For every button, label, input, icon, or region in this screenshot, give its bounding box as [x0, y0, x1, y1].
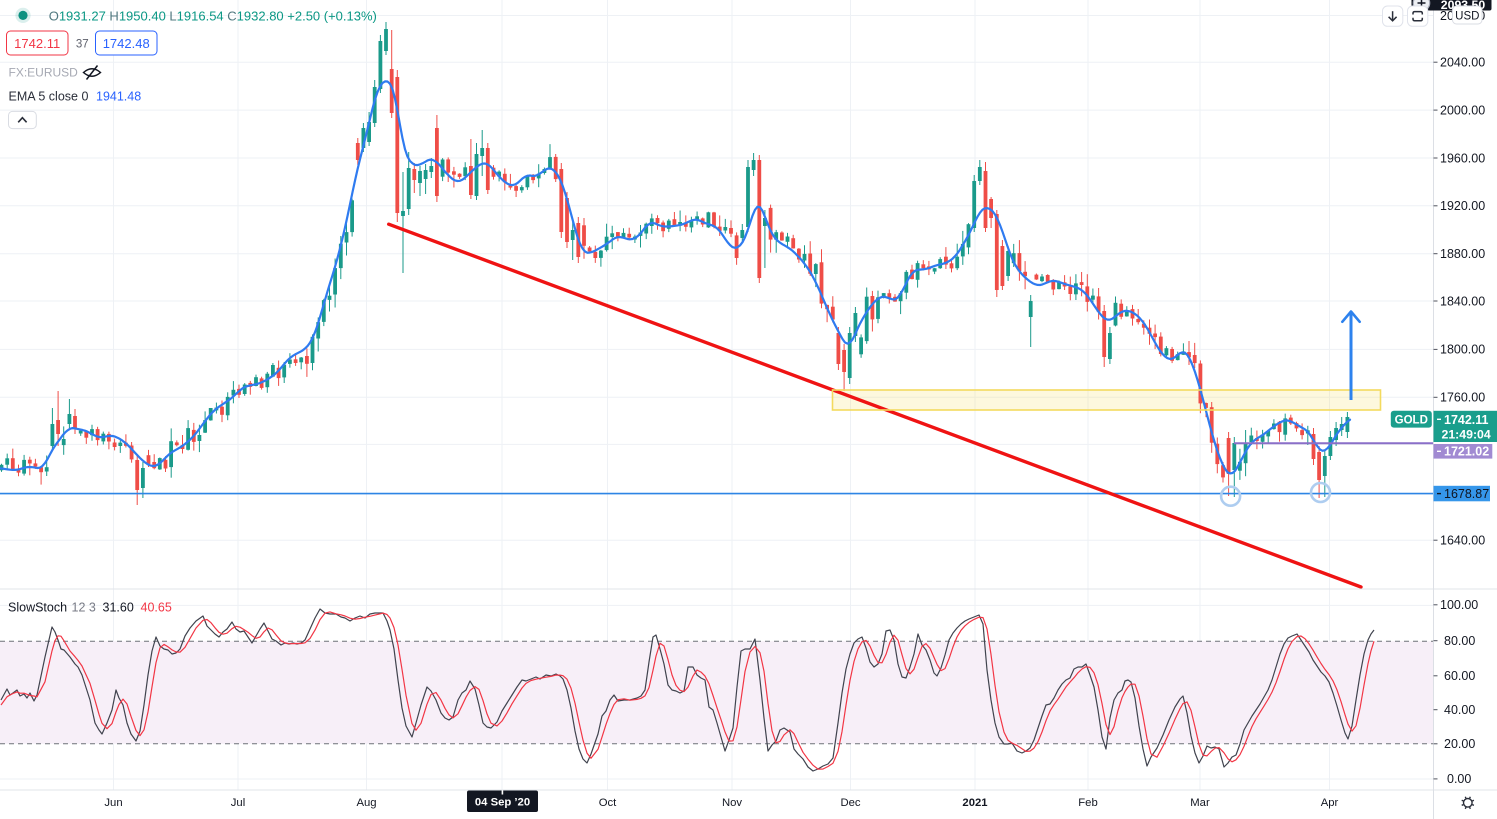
svg-text:1920.00: 1920.00 — [1440, 199, 1485, 213]
svg-text:1880.00: 1880.00 — [1440, 247, 1485, 261]
svg-text:FX:EURUSD: FX:EURUSD — [9, 66, 79, 80]
svg-text:80.00: 80.00 — [1444, 634, 1475, 648]
svg-text:1721.02: 1721.02 — [1444, 445, 1489, 459]
svg-text:2021: 2021 — [962, 797, 987, 809]
svg-text:12 3: 12 3 — [72, 600, 96, 614]
svg-text:1941.48: 1941.48 — [96, 90, 141, 104]
svg-text:1760.00: 1760.00 — [1440, 391, 1485, 405]
svg-text:1840.00: 1840.00 — [1440, 294, 1485, 308]
svg-text:Mar: Mar — [1190, 797, 1210, 809]
svg-text:0.00: 0.00 — [1447, 772, 1471, 786]
svg-text:Apr: Apr — [1321, 797, 1339, 809]
svg-text:1742.48: 1742.48 — [103, 36, 150, 51]
svg-text:40.65: 40.65 — [141, 600, 172, 614]
svg-text:31.60: 31.60 — [103, 600, 134, 614]
svg-text:1742.11: 1742.11 — [1444, 413, 1489, 427]
svg-text:EMA 5 close 0: EMA 5 close 0 — [9, 90, 89, 104]
svg-text:37: 37 — [76, 39, 89, 51]
svg-text:Nov: Nov — [722, 797, 742, 809]
svg-text:USD: USD — [1455, 10, 1479, 22]
svg-text:20.00: 20.00 — [1444, 737, 1475, 751]
svg-text:1640.00: 1640.00 — [1440, 534, 1485, 548]
svg-text:Jun: Jun — [104, 797, 122, 809]
svg-text:1800.00: 1800.00 — [1440, 343, 1485, 357]
svg-text:100.00: 100.00 — [1440, 598, 1478, 612]
svg-text:O1931.27 H1950.40 L1916.54 C19: O1931.27 H1950.40 L1916.54 C1932.80 +2.5… — [49, 8, 377, 23]
svg-text:40.00: 40.00 — [1444, 703, 1475, 717]
svg-text:2000.00: 2000.00 — [1440, 103, 1485, 117]
svg-text:21:49:04: 21:49:04 — [1442, 427, 1491, 441]
svg-text:1678.87: 1678.87 — [1444, 487, 1489, 501]
svg-text:04 Sep ’20: 04 Sep ’20 — [475, 797, 530, 809]
svg-text:Aug: Aug — [356, 797, 376, 809]
svg-text:Dec: Dec — [840, 797, 860, 809]
svg-text:2040.00: 2040.00 — [1440, 56, 1485, 70]
svg-text:Feb: Feb — [1078, 797, 1097, 809]
svg-text:Jul: Jul — [231, 797, 245, 809]
svg-text:SlowStoch: SlowStoch — [8, 600, 67, 614]
svg-text:1960.00: 1960.00 — [1440, 151, 1485, 165]
svg-text:GOLD: GOLD — [1395, 415, 1428, 427]
svg-text:Oct: Oct — [599, 797, 617, 809]
svg-text:60.00: 60.00 — [1444, 669, 1475, 683]
svg-text:1742.11: 1742.11 — [14, 36, 60, 51]
